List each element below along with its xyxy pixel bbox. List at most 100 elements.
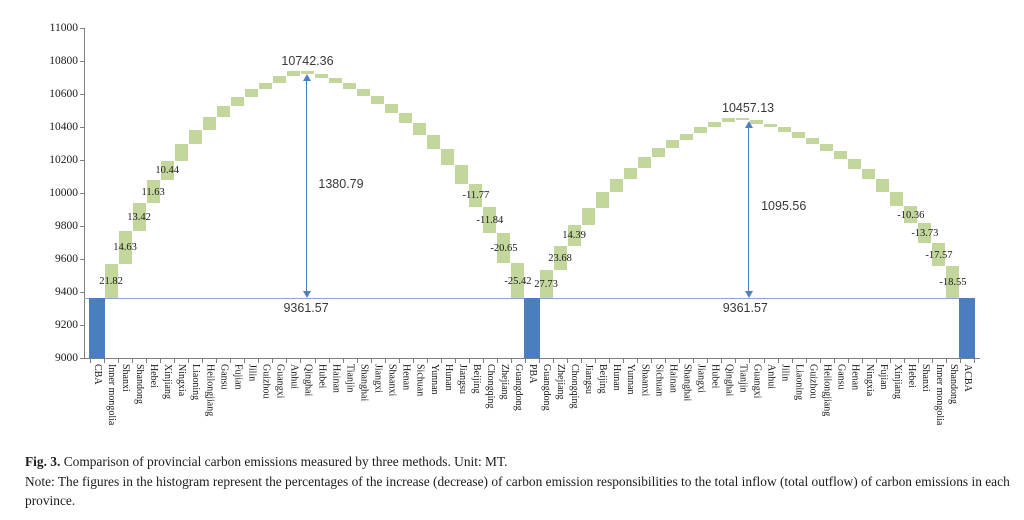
y-axis-tick xyxy=(80,292,84,293)
x-category-label: Hubei xyxy=(316,364,328,389)
x-axis-tick xyxy=(510,359,512,363)
x-category-label: Heilongjiang xyxy=(821,364,833,417)
delta-bar-guizhou xyxy=(806,137,820,144)
x-category-label: Yunnan xyxy=(428,364,440,395)
x-category-label: Liaoning xyxy=(190,364,202,401)
x-category-label: Chongqing xyxy=(484,364,496,409)
caption-line: Fig. 3. Comparison of provincial carbon … xyxy=(25,452,1010,472)
x-axis-tick xyxy=(721,359,723,363)
delta-bar-shanghai xyxy=(679,133,693,141)
x-axis-tick xyxy=(468,359,470,363)
y-axis-tick-label: 10800 xyxy=(49,55,78,67)
x-axis-tick xyxy=(749,359,751,363)
x-axis-tick xyxy=(370,359,372,363)
x-category-label: Sichuan xyxy=(653,364,665,397)
bar-pct-label: 11.63 xyxy=(141,186,165,198)
x-axis-tick xyxy=(104,359,106,363)
measure-arrow-head-down xyxy=(744,291,753,299)
delta-bar-hunan xyxy=(609,179,623,193)
delta-bar-shandong xyxy=(132,203,146,231)
bar-pct-label: -17.57 xyxy=(925,249,953,261)
figure-caption: Fig. 3. Comparison of provincial carbon … xyxy=(25,452,1010,511)
x-category-label: Jiangxi xyxy=(695,364,707,393)
y-axis-tick-label: 10600 xyxy=(49,88,78,100)
bar-pct-label: 13.42 xyxy=(127,212,151,224)
delta-bar-jiangxi xyxy=(693,127,707,134)
measure-arrow-head-down xyxy=(302,291,311,299)
x-axis-tick xyxy=(132,359,134,363)
x-category-label: Jiangxi xyxy=(372,364,384,393)
delta-bar-hainan xyxy=(665,140,679,149)
caption-fig-number: Fig. 3. xyxy=(25,454,61,469)
peak2-label: 10457.13 xyxy=(722,100,775,115)
delta-bar-inner-mongolia xyxy=(104,263,118,299)
baseline2-label: 9361.57 xyxy=(722,301,768,316)
x-category-label: Qinghai xyxy=(723,364,735,397)
x-category-label: Yunnan xyxy=(625,364,637,395)
x-category-label: Guangxi xyxy=(274,364,286,399)
y-axis-tick-label: 9000 xyxy=(55,352,78,364)
y-axis-tick xyxy=(80,160,84,161)
x-category-label: Heilongjiang xyxy=(204,364,216,417)
x-axis-tick xyxy=(917,359,919,363)
x-axis-tick xyxy=(819,359,821,363)
y-axis-tick xyxy=(80,94,84,95)
x-axis-tick xyxy=(651,359,653,363)
delta-bar-sichuan xyxy=(413,122,427,135)
delta-bar-shandong xyxy=(946,266,960,299)
delta-bar-zhejiang xyxy=(497,232,511,263)
x-category-label: Hainan xyxy=(667,364,679,393)
x-category-label: Shandong xyxy=(134,364,146,404)
x-category-label: Shanghai xyxy=(681,364,693,402)
x-axis-tick xyxy=(875,359,877,363)
y-axis-tick-label: 9600 xyxy=(55,253,78,265)
x-axis-tick xyxy=(454,359,456,363)
x-axis-tick xyxy=(412,359,414,363)
delta-bar-henan xyxy=(399,112,413,123)
bar-pct-label: 21.82 xyxy=(99,276,123,288)
y-axis-tick-label: 9800 xyxy=(55,220,78,232)
delta-bar-chongqing xyxy=(483,206,497,233)
x-category-label: Inner mongolia xyxy=(106,364,118,426)
x-category-label: Anhui xyxy=(288,364,300,389)
delta-bar-xinjiang xyxy=(160,160,174,181)
x-axis-tick xyxy=(216,359,218,363)
delta-bar-jiangxi xyxy=(371,95,385,104)
x-axis-tick xyxy=(847,359,849,363)
x-axis-line xyxy=(80,358,980,359)
x-category-label: Shaanxi xyxy=(386,364,398,397)
x-axis-tick xyxy=(974,359,975,363)
x-category-label: Zhejiang xyxy=(555,364,567,400)
y-axis-tick-label: 10000 xyxy=(49,187,78,199)
delta-bar-anhui xyxy=(764,123,778,128)
delta-bar-jiangsu xyxy=(581,207,595,225)
x-axis-tick xyxy=(735,359,737,363)
x-category-label: Inner mongolia xyxy=(933,364,945,426)
x-axis-tick xyxy=(553,359,555,363)
x-axis-tick xyxy=(90,359,91,363)
total-bar-acba xyxy=(958,298,975,358)
x-axis-tick xyxy=(777,359,779,363)
x-axis-tick xyxy=(244,359,246,363)
x-category-label: Xinjiang xyxy=(162,364,174,399)
total-bar-cba xyxy=(89,298,106,358)
y-axis-tick xyxy=(80,61,84,62)
x-category-label: Anhui xyxy=(765,364,777,389)
total-bar-pba xyxy=(524,298,540,358)
x-axis-tick xyxy=(707,359,709,363)
x-category-label: Ningxia xyxy=(863,364,875,397)
x-category-label: Beijing xyxy=(597,364,609,394)
y-axis-tick xyxy=(80,259,84,260)
delta-bar-tianjin xyxy=(735,117,749,121)
x-category-label: Guangxi xyxy=(751,364,763,399)
x-category-label: Qinghai xyxy=(302,364,314,397)
bar-pct-label: -25.42 xyxy=(504,275,532,287)
x-axis-tick xyxy=(524,359,526,363)
delta-bar-liaoning xyxy=(188,129,202,145)
x-category-label: Hebei xyxy=(148,364,160,388)
y-axis-tick-label: 10200 xyxy=(49,154,78,166)
delta-bar-shaanxi xyxy=(637,157,651,168)
y-axis-tick xyxy=(80,325,84,326)
delta-bar-yunnan xyxy=(623,167,637,180)
